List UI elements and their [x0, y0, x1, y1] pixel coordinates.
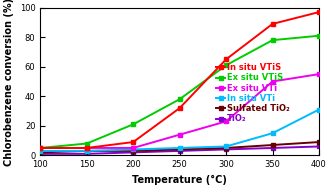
In situ VTi [317, 108, 321, 111]
In situ VTi [85, 150, 89, 152]
Ex situ VTi [38, 147, 42, 149]
In situ VTi [131, 148, 135, 151]
Ex situ VTiS [270, 39, 274, 41]
Sulfated TiO₂ [178, 148, 182, 151]
TiO₂ [317, 145, 321, 148]
Ex situ VTiS [131, 123, 135, 125]
TiO₂ [38, 153, 42, 155]
TiO₂ [224, 148, 228, 151]
In situ VTiS [224, 58, 228, 60]
Line: TiO₂: TiO₂ [38, 144, 321, 156]
Ex situ VTiS [224, 64, 228, 66]
Sulfated TiO₂ [270, 144, 274, 146]
Ex situ VTi [270, 80, 274, 83]
In situ VTi [270, 132, 274, 134]
Sulfated TiO₂ [131, 150, 135, 152]
TiO₂ [178, 150, 182, 152]
In situ VTiS [317, 11, 321, 13]
TiO₂ [270, 147, 274, 149]
Line: Ex situ VTiS: Ex situ VTiS [38, 33, 321, 150]
In situ VTiS [85, 147, 89, 149]
Line: In situ VTi: In situ VTi [38, 107, 321, 153]
Sulfated TiO₂ [317, 141, 321, 143]
TiO₂ [85, 153, 89, 155]
Ex situ VTiS [38, 147, 42, 149]
Ex situ VTi [224, 120, 228, 122]
In situ VTiS [178, 107, 182, 109]
Legend: In situ VTiS, Ex situ VTiS, Ex situ VTi, In situ VTi, Sulfated TiO₂, TiO₂: In situ VTiS, Ex situ VTiS, Ex situ VTi,… [213, 60, 293, 127]
Sulfated TiO₂ [85, 150, 89, 152]
In situ VTi [224, 145, 228, 148]
Ex situ VTiS [178, 98, 182, 100]
X-axis label: Temperature (°C): Temperature (°C) [132, 175, 227, 185]
Ex situ VTiS [317, 35, 321, 37]
Ex situ VTi [131, 147, 135, 149]
In situ VTi [38, 150, 42, 152]
Ex situ VTi [317, 73, 321, 75]
In situ VTi [178, 147, 182, 149]
Sulfated TiO₂ [224, 147, 228, 149]
Ex situ VTi [85, 147, 89, 149]
In situ VTiS [270, 23, 274, 25]
Y-axis label: Chlorobenzene conversion (%): Chlorobenzene conversion (%) [4, 0, 14, 166]
Ex situ VTi [178, 134, 182, 136]
Line: In situ VTiS: In situ VTiS [38, 10, 321, 150]
In situ VTiS [38, 147, 42, 149]
TiO₂ [131, 151, 135, 153]
Line: Sulfated TiO₂: Sulfated TiO₂ [38, 140, 321, 155]
Line: Ex situ VTi: Ex situ VTi [38, 72, 321, 150]
Sulfated TiO₂ [38, 151, 42, 153]
Ex situ VTiS [85, 142, 89, 145]
In situ VTiS [131, 141, 135, 143]
